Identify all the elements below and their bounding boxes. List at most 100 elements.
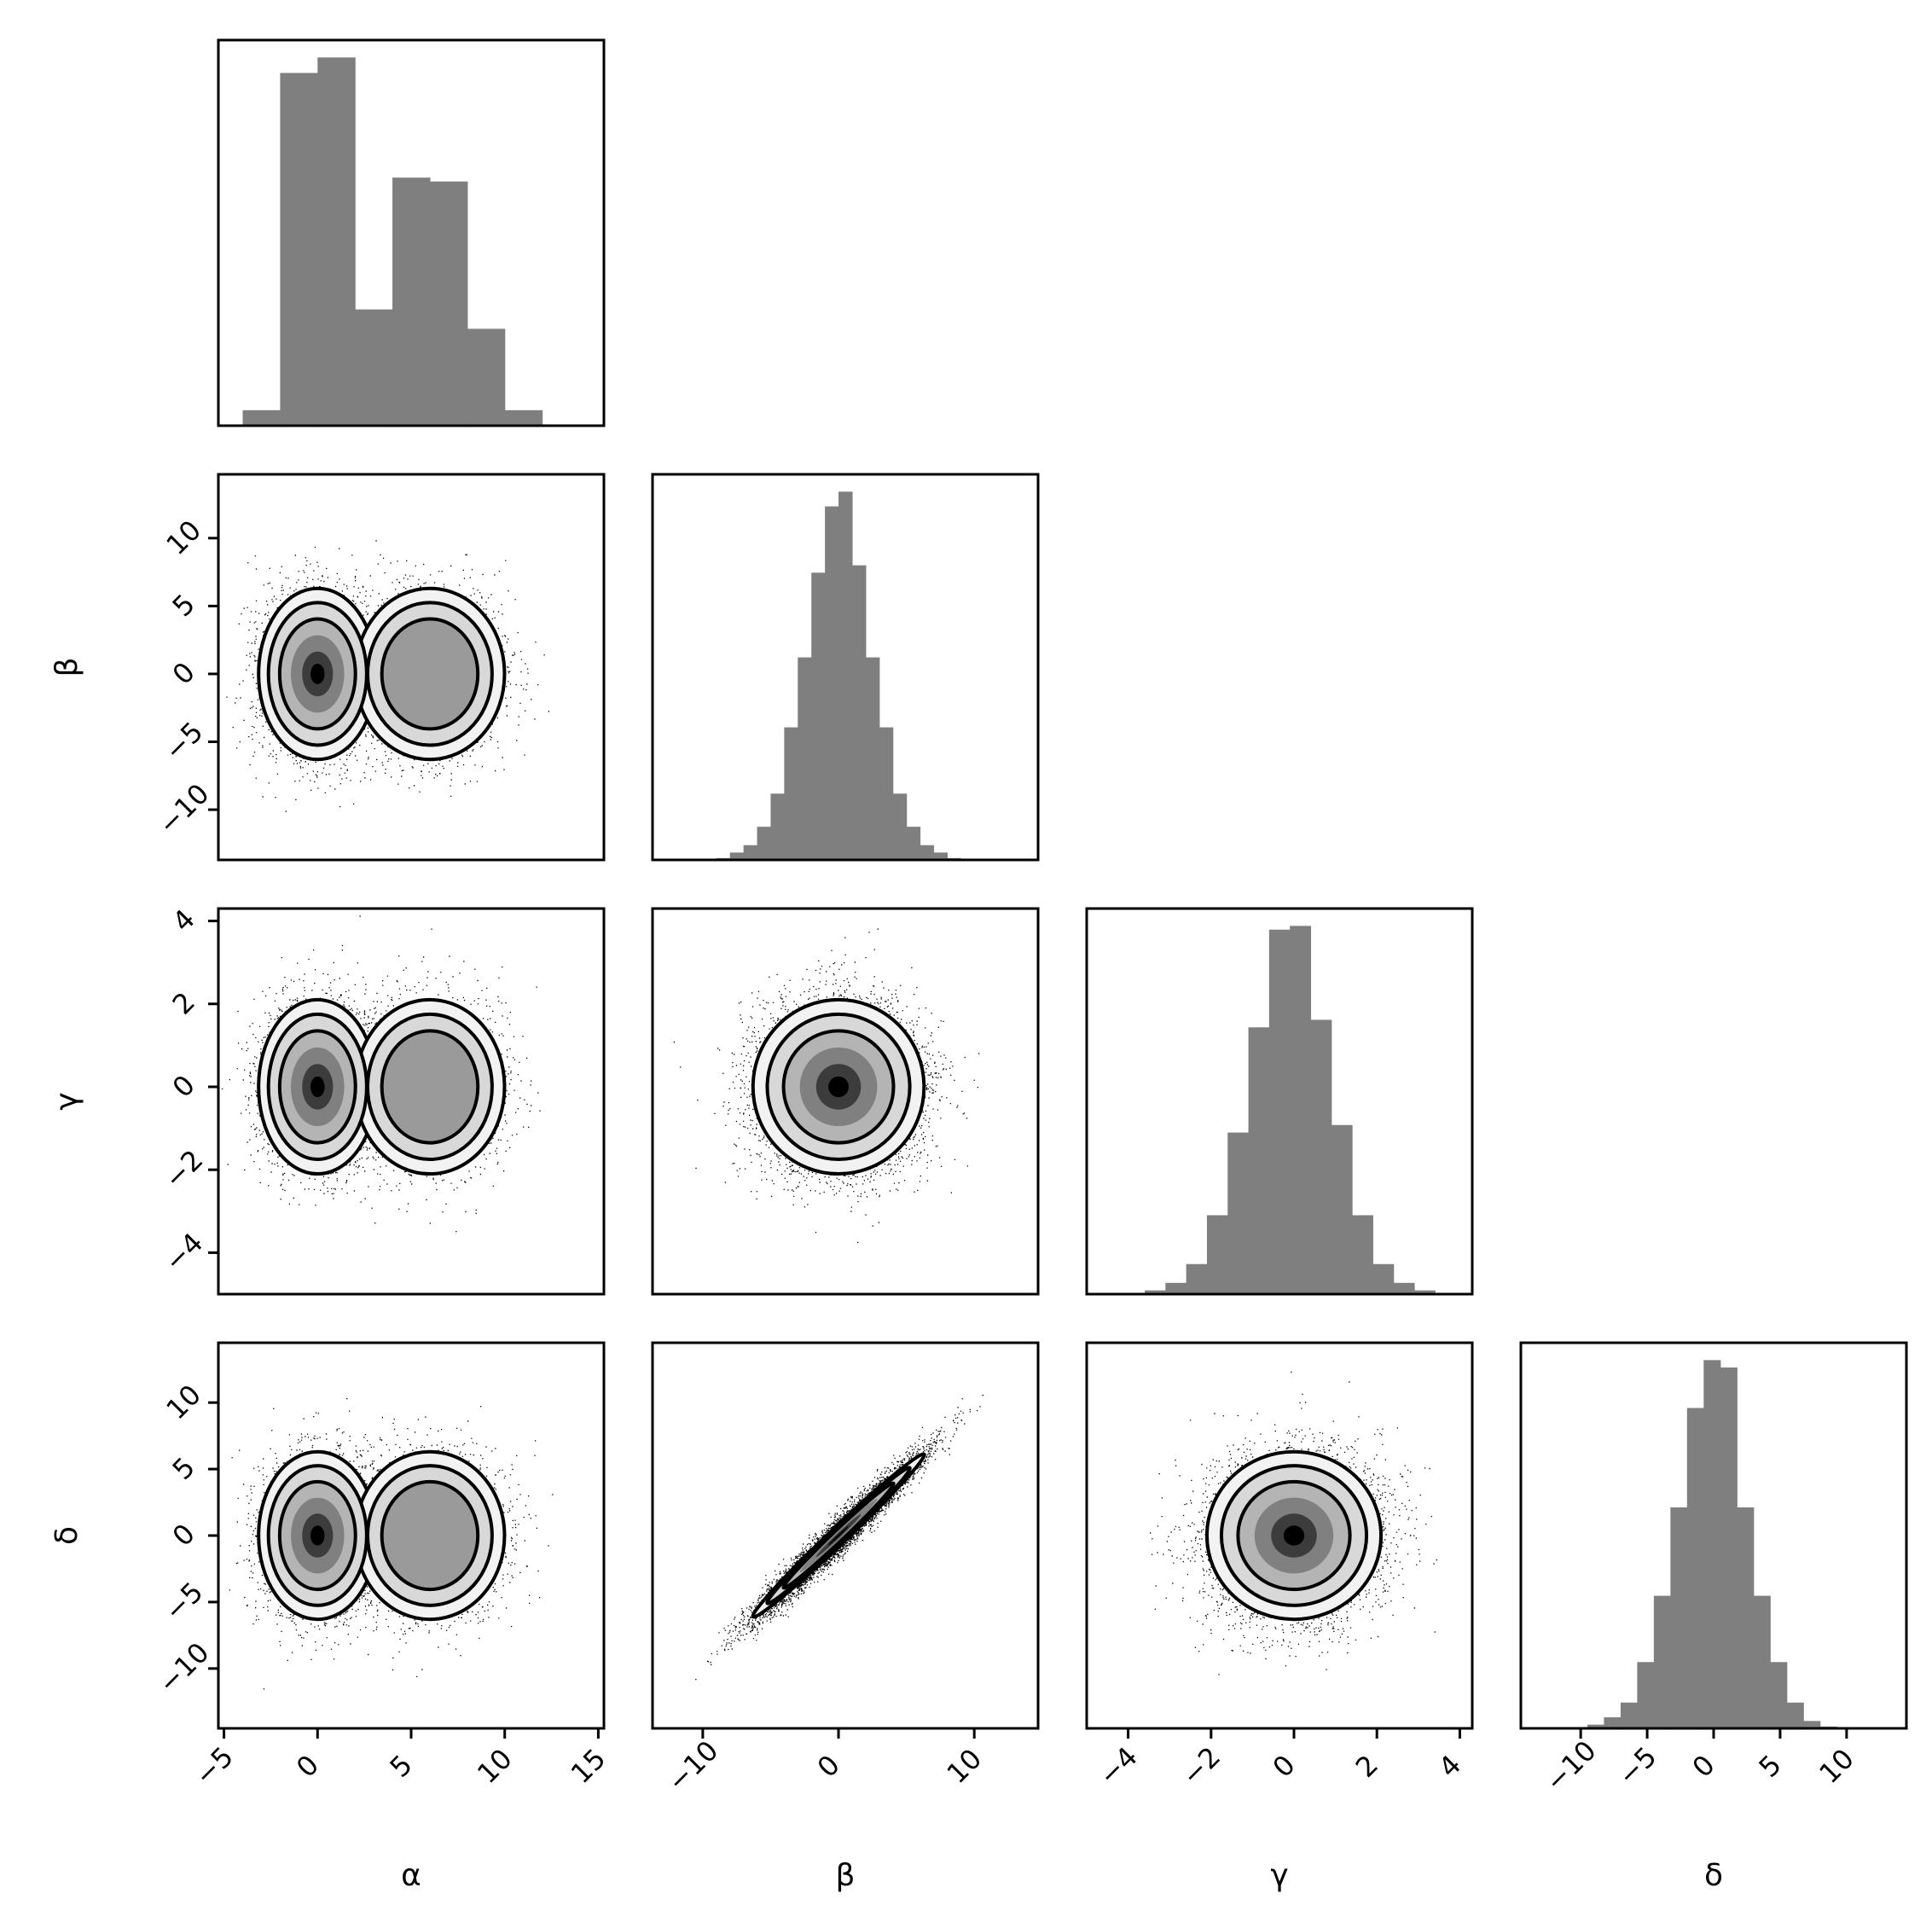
y-tick-label: −10 [152, 1636, 216, 1700]
panel-content [229, 1397, 554, 1690]
scatter-panel-beta-delta: −10 0 10 [651, 1341, 1040, 1798]
hist-bar [743, 845, 758, 860]
hist-bar [504, 409, 543, 426]
hist-bar [1604, 1717, 1622, 1728]
hist-bar [1803, 1721, 1821, 1728]
x-tick-label: −10 [1539, 1734, 1603, 1798]
hist-bar [729, 852, 745, 860]
x-tick-label: 10 [471, 1742, 519, 1790]
hist-panel-delta: −10 −5 0 5 10 [1519, 1341, 1908, 1798]
hist-bar [1703, 1360, 1721, 1728]
panel-content [673, 928, 980, 1244]
hist-bar [851, 565, 867, 860]
hist-bar [355, 309, 393, 426]
panel-frame [651, 907, 1040, 1296]
x-tick-label: −10 [661, 1734, 725, 1798]
hist-bar [825, 506, 839, 860]
x-axis-label-delta: δ [1704, 1858, 1723, 1893]
hist-bar [1653, 1595, 1671, 1728]
x-tick-label: −5 [1611, 1740, 1662, 1791]
x-tick-label: 0 [1267, 1749, 1302, 1784]
scatter-panel-alpha-beta: −10 −5 0 5 10 [152, 473, 606, 862]
hist-bar [784, 727, 798, 860]
hist-bar [798, 657, 812, 860]
hist-bar [920, 845, 935, 860]
hist-bar [1372, 1263, 1395, 1294]
hist-bar [811, 572, 826, 860]
panel-content [1150, 1371, 1437, 1675]
panel-frame [1085, 1341, 1474, 1730]
panel-content [221, 915, 541, 1233]
y-tick-label: −2 [158, 1143, 209, 1194]
y-tick-label: 5 [166, 1451, 201, 1486]
hist-bar [1587, 1724, 1605, 1728]
hist-bar [1310, 1019, 1332, 1294]
hist-bar [757, 827, 772, 860]
density-contour [310, 1525, 325, 1546]
panel-frame [217, 38, 606, 427]
x-tick-label: 2 [1349, 1749, 1384, 1784]
y-tick-label: −5 [158, 1576, 209, 1627]
hist-bar [1770, 1662, 1788, 1728]
panel-content [695, 1394, 983, 1681]
hist-bar [1737, 1507, 1755, 1728]
y-tick-label: 5 [166, 588, 201, 623]
density-contour [828, 1525, 850, 1546]
y-tick-label: 0 [166, 1518, 201, 1553]
hist-bar [1206, 1215, 1228, 1294]
x-tick-label: 4 [1432, 1749, 1467, 1784]
hist-bar [1145, 1290, 1166, 1294]
hist-bar [879, 727, 894, 860]
density-contour [828, 1076, 849, 1098]
x-tick-label: −2 [1175, 1740, 1227, 1791]
scatter-panel-gamma-delta: −4 −2 0 2 4 [1085, 1341, 1474, 1791]
hist-bar [392, 177, 431, 426]
panel-content [242, 57, 543, 426]
hist-bar [1290, 926, 1312, 1294]
density-contour [396, 1047, 464, 1127]
y-tick-label: 10 [160, 514, 207, 561]
x-tick-label: 10 [941, 1742, 989, 1790]
density-contour [396, 1497, 464, 1574]
panel-frame [217, 907, 606, 1296]
x-tick-label: 0 [1686, 1749, 1721, 1784]
y-tick-label: −10 [152, 777, 216, 841]
panel-frame [217, 473, 606, 862]
hist-panel-gamma [1085, 907, 1474, 1296]
hist-bar [242, 409, 281, 426]
y-tick-label: 2 [166, 985, 201, 1020]
hist-bar [1268, 929, 1291, 1294]
hist-bar [429, 181, 468, 426]
x-tick-label: −5 [189, 1740, 240, 1791]
y-tick-label: 0 [166, 1069, 201, 1104]
hist-bar [280, 73, 318, 426]
hist-bar [1331, 1124, 1353, 1294]
y-axis-label-gamma: γ [49, 1092, 84, 1110]
hist-panel-beta [651, 473, 1040, 862]
y-axis-label-beta: β [49, 658, 84, 677]
scatter-panel-alpha-gamma: −4 −2 0 2 4 [158, 903, 606, 1296]
density-contour [310, 664, 325, 684]
hist-bar [1670, 1507, 1688, 1728]
x-axis-label-alpha: α [401, 1858, 421, 1893]
hist-bar [1720, 1367, 1738, 1728]
hist-bar [892, 793, 908, 860]
y-axis-label-delta: δ [49, 1526, 84, 1545]
hist-bar [1620, 1702, 1638, 1728]
hist-bar [1352, 1215, 1373, 1294]
hist-bar [1393, 1282, 1415, 1294]
hist-panel-alpha [217, 38, 606, 427]
panel-frame [1085, 907, 1474, 1296]
hist-bar [1637, 1662, 1655, 1728]
x-tick-label: 5 [384, 1749, 419, 1784]
x-tick-label: 5 [1753, 1749, 1788, 1784]
y-tick-label: 4 [166, 903, 201, 938]
x-tick-label: 10 [1813, 1742, 1860, 1790]
panel-frame [651, 1341, 1040, 1730]
hist-bar [1786, 1702, 1804, 1728]
x-tick-label: −4 [1093, 1740, 1144, 1791]
x-tick-label: 0 [811, 1749, 846, 1784]
panel-frame [651, 473, 1040, 862]
x-axis-label-gamma: γ [1270, 1858, 1288, 1893]
